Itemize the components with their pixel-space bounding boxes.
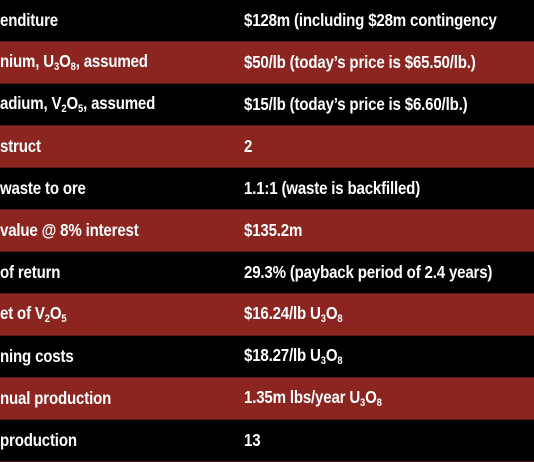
- table-row: enditure $128m (including $28m contingen…: [0, 0, 534, 42]
- row-value: $128m (including $28m contingency: [244, 9, 497, 30]
- row-value: $15/lb (today’s price is $6.60/lb.): [244, 93, 468, 114]
- table-row: value @ 8% interest $135.2m: [0, 210, 534, 252]
- table-row: ning costs $18.27/lb U3O8: [0, 336, 534, 378]
- row-label: nual production: [0, 387, 112, 408]
- row-label: waste to ore: [0, 177, 86, 198]
- row-value: 1.1:1 (waste is backfilled): [244, 177, 421, 198]
- table-row: production 13: [0, 420, 534, 462]
- row-label: production: [0, 429, 77, 450]
- row-value: $18.27/lb U3O8: [244, 345, 343, 368]
- row-value: 1.35m lbs/year U3O8: [244, 387, 382, 410]
- row-label: ning costs: [0, 345, 74, 366]
- table-row: et of V2O5 $16.24/lb U3O8: [0, 294, 534, 336]
- row-value: $50/lb (today’s price is $65.50/lb.): [244, 51, 476, 72]
- table-row: of return 29.3% (payback period of 2.4 y…: [0, 252, 534, 294]
- table-row: nual production 1.35m lbs/year U3O8: [0, 378, 534, 420]
- row-value: 13: [244, 429, 261, 450]
- row-label: adium, V2O5, assumed: [0, 93, 156, 116]
- row-value: $16.24/lb U3O8: [244, 303, 343, 326]
- row-label: value @ 8% interest: [0, 219, 139, 240]
- row-label: of return: [0, 261, 61, 282]
- row-value: 2: [244, 135, 253, 156]
- table-row: adium, V2O5, assumed $15/lb (today’s pri…: [0, 84, 534, 126]
- row-label: struct: [0, 135, 41, 156]
- table-row: struct 2: [0, 126, 534, 168]
- row-label: nium, U3O8, assumed: [0, 51, 148, 74]
- row-label: et of V2O5: [0, 303, 67, 326]
- row-value: 29.3% (payback period of 2.4 years): [244, 261, 493, 282]
- table-row: waste to ore 1.1:1 (waste is backfilled): [0, 168, 534, 210]
- row-label: enditure: [0, 9, 58, 30]
- table-row: nium, U3O8, assumed $50/lb (today’s pric…: [0, 42, 534, 84]
- row-value: $135.2m: [244, 219, 303, 240]
